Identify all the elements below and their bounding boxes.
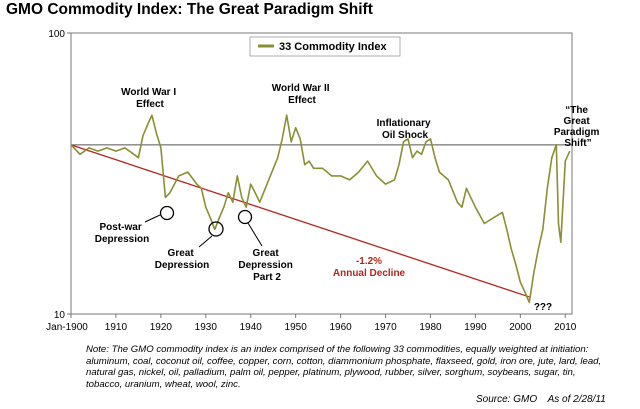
marker-great-depression [208,221,224,237]
x-tick-label: 1970 [374,322,397,333]
legend-label: 33 Commodity Index [279,41,387,53]
annotation-oil-shock: Inflationary Oil Shock [377,118,434,141]
depression-markers [159,205,253,237]
x-tick-label: 1910 [105,322,128,333]
callout-great-depression-2 [247,222,263,247]
annotation-question: ??? [534,302,552,313]
x-tick-label: 1960 [329,322,352,333]
trend-text: Annual Decline [333,268,406,279]
legend-box [249,36,401,57]
trend-label: -1.2% Annual Decline [333,256,406,279]
annotation-great-depression: Great Depression [155,248,209,271]
x-tick-label: 2010 [554,322,577,333]
annotation-paradigm-shift: “The Great Paradigm Shift” [554,105,602,149]
x-tick-label: 2000 [509,322,532,333]
x-tick-label: 1950 [285,322,308,333]
callout-great-depression [198,235,213,248]
x-tick-label: 1930 [195,322,218,333]
footnote: Note: The GMO commodity index is an inde… [86,344,602,390]
x-tick-label: 1980 [419,322,442,333]
annotations: World War I Effect World War II Effect I… [95,83,602,313]
series-line-33-commodity [70,114,571,304]
source-line: Source: GMO As of 2/28/11 [476,394,614,405]
x-tick-label: 1940 [240,322,263,333]
legend: 33 Commodity Index [249,36,401,57]
annotation-ww1: World War I Effect [121,87,179,110]
callout-postwar [144,214,161,223]
axes: Jan-1900 1910 1920 1930 1940 1950 1960 1970 1980… [46,29,577,333]
chart-title: GMO Commodity Index: The Great Paradigm … [6,1,373,18]
marker-great-depression-2 [237,209,253,225]
marker-postwar-depression [159,205,175,221]
trend-rate: -1.2% [356,256,382,267]
annotation-postwar-depression: Post-war Depression [95,222,149,245]
x-tick-label: 1920 [150,322,173,333]
callout-lines [144,214,263,248]
trend-line [70,144,530,298]
plot-frame [70,32,573,315]
annotation-great-depression-2: Great Depression Part 2 [238,248,295,283]
y-tick-label: 100 [48,29,65,40]
source-label: Source: GMO [476,394,538,405]
x-tick-label: Jan-1900 [46,322,88,333]
source-date: As of 2/28/11 [547,394,606,405]
y-tick-label: 10 [54,310,66,321]
x-tick-label: 1990 [464,322,487,333]
annotation-ww2: World War II Effect [272,83,333,106]
